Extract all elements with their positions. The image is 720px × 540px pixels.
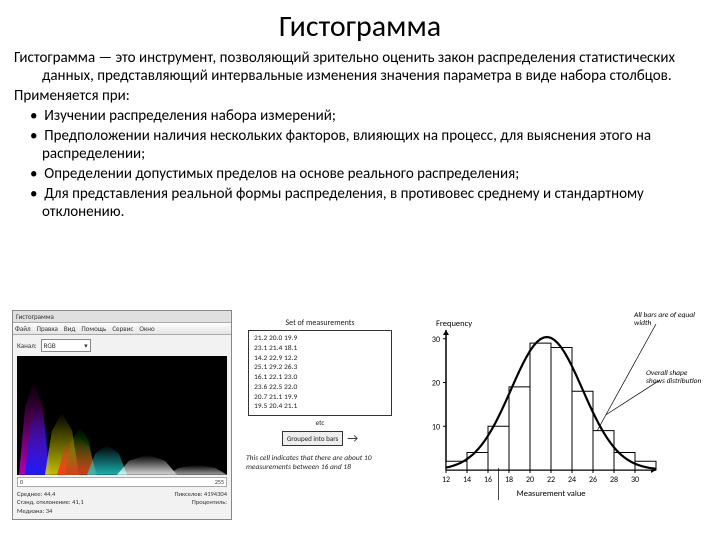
bell-histogram-chart: 10 20 30 12 14 16 18 20 22 24 26 28 30 Frequency Measu… bbox=[408, 310, 708, 520]
stat-stddev: Станд. отклонение: 41,1 bbox=[17, 498, 84, 506]
chevron-down-icon: ▾ bbox=[84, 341, 88, 350]
window-titlebar: Гистограмма bbox=[13, 311, 231, 323]
bullet-3: • Определении допустимых пределов на осн… bbox=[14, 165, 706, 183]
menu-item[interactable]: Вид bbox=[64, 324, 76, 333]
slide-title: Гистограмма bbox=[0, 0, 720, 49]
svg-text:14: 14 bbox=[463, 475, 471, 485]
svg-text:16: 16 bbox=[484, 475, 492, 485]
intro-text: Гистограмма — это инструмент, позволяющи… bbox=[14, 49, 675, 85]
svg-text:26: 26 bbox=[589, 475, 597, 485]
channel-dropdown[interactable]: RGB▾ bbox=[41, 339, 91, 352]
cell-caption: This cell indicates that there are about… bbox=[240, 450, 400, 472]
svg-text:28: 28 bbox=[610, 475, 618, 485]
figures-row: Гистограмма Файл Правка Вид Помощь Серви… bbox=[0, 310, 720, 540]
svg-text:20: 20 bbox=[432, 379, 440, 389]
svg-text:24: 24 bbox=[568, 475, 576, 485]
stat-mean: Среднее: 44,4 bbox=[17, 490, 84, 498]
svg-text:30: 30 bbox=[631, 475, 639, 485]
stats-panel: Среднее: 44,4 Станд. отклонение: 41,1 Ме… bbox=[13, 487, 231, 519]
channel-label: Канал: bbox=[17, 341, 37, 350]
menu-item[interactable]: Помощь bbox=[81, 324, 106, 333]
menu-item[interactable]: Сервис bbox=[112, 324, 133, 333]
table-title: Set of measurements bbox=[240, 318, 400, 328]
data-box: 21.2 20.0 19.923.1 21.4 18.114.2 22.9 12… bbox=[248, 330, 392, 416]
app-menubar: Файл Правка Вид Помощь Сервис Окно bbox=[13, 323, 231, 335]
note-shape: Overall shape shows distribution bbox=[646, 370, 706, 387]
etc-label: etc bbox=[240, 418, 400, 427]
menu-item[interactable]: Окно bbox=[139, 324, 154, 333]
bullet-4: • Для представления реальной формы распр… bbox=[14, 185, 706, 221]
histogram-canvas bbox=[17, 356, 227, 475]
stat-pixels: Пикселов: 4194304 bbox=[174, 490, 227, 498]
svg-text:Frequency: Frequency bbox=[436, 319, 472, 329]
grouped-label: Grouped into bars bbox=[282, 431, 343, 446]
svg-text:12: 12 bbox=[442, 475, 450, 485]
histogram-app-window: Гистограмма Файл Правка Вид Помощь Серви… bbox=[12, 310, 232, 520]
chart-svg: 10 20 30 12 14 16 18 20 22 24 26 28 30 Frequency Measu… bbox=[408, 310, 708, 500]
svg-text:10: 10 bbox=[432, 422, 440, 432]
value-ruler: 0 255 bbox=[17, 477, 227, 487]
stat-median: Медиана: 34 bbox=[17, 507, 84, 515]
body-text: Гистограмма — это инструмент, позволяющи… bbox=[0, 49, 720, 221]
applies-label: Применяется при: bbox=[14, 87, 706, 105]
note-equal-width: All bars are of equal width bbox=[634, 312, 704, 329]
svg-text:22: 22 bbox=[547, 475, 555, 485]
svg-text:Measurement value: Measurement value bbox=[516, 489, 585, 499]
data-table-figure: Set of measurements 21.2 20.0 19.923.1 2… bbox=[240, 310, 400, 520]
menu-item[interactable]: Файл bbox=[15, 324, 31, 333]
stat-percentile: Процентиль: bbox=[174, 498, 227, 506]
bullet-2: • Предположении наличия нескольких факто… bbox=[14, 127, 706, 163]
svg-text:20: 20 bbox=[526, 475, 534, 485]
arrow-right-icon: → bbox=[347, 432, 358, 446]
menu-item[interactable]: Правка bbox=[37, 324, 58, 333]
bullet-1: • Изучении распределения набора измерени… bbox=[14, 107, 706, 125]
svg-text:18: 18 bbox=[505, 475, 513, 485]
svg-text:30: 30 bbox=[432, 335, 440, 345]
